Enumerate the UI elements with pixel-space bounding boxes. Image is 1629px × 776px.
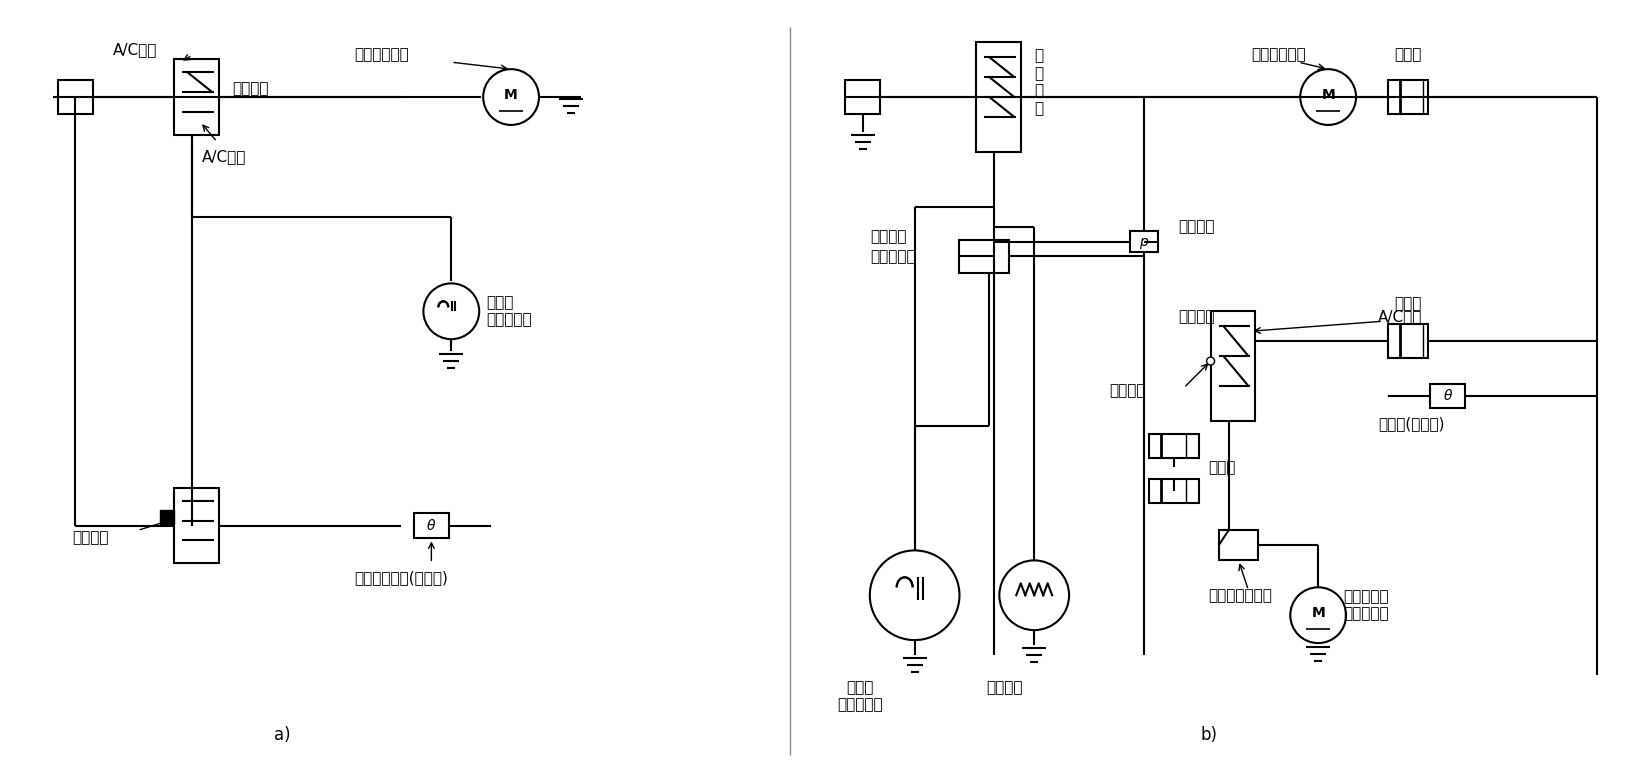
Bar [1210,311,1256,421]
Text: $\theta$: $\theta$ [427,518,437,533]
Bar [174,59,220,135]
Circle shape [999,560,1069,630]
Text: M: M [1321,88,1336,102]
Text: 调温开关: 调温开关 [1109,383,1145,399]
Text: p: p [1139,234,1148,248]
Bar [1388,80,1427,114]
Text: 感温球(传感器): 感温球(传感器) [1378,416,1445,431]
Text: 压缩机
电磁离合器: 压缩机 电磁离合器 [837,680,883,712]
Bar [1131,230,1158,252]
Text: 鼓风机电动机: 鼓风机电动机 [353,47,409,62]
Bar [1430,383,1464,408]
Text: 冷气开关: 冷气开关 [1179,309,1215,324]
Text: 冷度感温开关(传感器): 冷度感温开关(传感器) [355,570,448,585]
Bar [976,42,1021,152]
Text: 提速控制: 提速控制 [986,680,1023,695]
Text: 冷却风扇继电器: 冷却风扇继电器 [1209,587,1272,603]
Circle shape [424,283,479,339]
Bar [959,240,1010,273]
Bar [1148,434,1199,458]
Circle shape [484,69,539,125]
Text: M: M [1311,606,1324,620]
Bar [1218,531,1259,560]
Bar [57,80,93,114]
Bar [414,513,450,538]
Bar [1388,324,1427,358]
Text: 冷气继电器: 冷气继电器 [870,249,915,264]
Circle shape [1300,69,1355,125]
Text: M: M [505,88,518,102]
Bar [174,487,220,563]
Bar [845,80,880,114]
Text: 冷凝器冷却
风扇电动机: 冷凝器冷却 风扇电动机 [1342,589,1390,622]
Text: 高
中
低
速: 高 中 低 速 [1034,48,1044,116]
Text: 蓄电池: 蓄电池 [1209,460,1236,475]
Text: A/C开关: A/C开关 [1378,309,1422,324]
Text: 高中低速: 高中低速 [231,81,269,96]
Text: A/C开关: A/C开关 [202,149,246,164]
Circle shape [870,550,959,640]
Text: 调温开关: 调温开关 [73,530,109,545]
Circle shape [1290,587,1346,643]
Text: a): a) [274,726,290,743]
Text: b): b) [1201,726,1217,743]
Text: A/C开关: A/C开关 [112,42,156,57]
Text: 压力开关: 压力开关 [1179,219,1215,234]
Text: $\theta$: $\theta$ [1443,389,1453,404]
Text: 风速开关: 风速开关 [870,229,906,244]
Bar [1148,479,1199,503]
Bar [160,510,174,524]
Text: 蓄电池: 蓄电池 [1394,296,1422,311]
Text: 鼓风机电动机: 鼓风机电动机 [1251,47,1306,62]
Circle shape [1207,357,1215,365]
Text: 压缩机
电磁离合器: 压缩机 电磁离合器 [485,295,531,327]
Text: 蓄电池: 蓄电池 [1394,47,1422,62]
